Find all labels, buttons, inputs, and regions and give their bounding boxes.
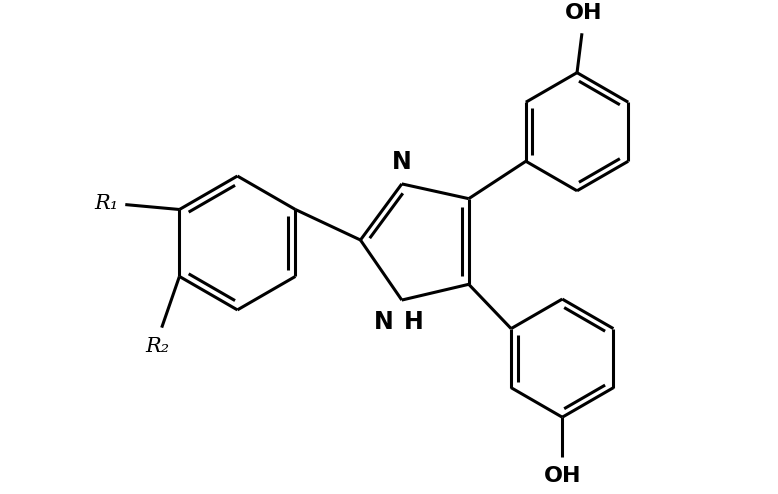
Text: H: H — [404, 310, 423, 334]
Text: OH: OH — [565, 3, 603, 23]
Text: N: N — [392, 150, 412, 174]
Text: OH: OH — [544, 466, 581, 487]
Text: N: N — [374, 310, 394, 334]
Text: R₁: R₁ — [94, 194, 118, 213]
Text: R₂: R₂ — [145, 337, 170, 357]
